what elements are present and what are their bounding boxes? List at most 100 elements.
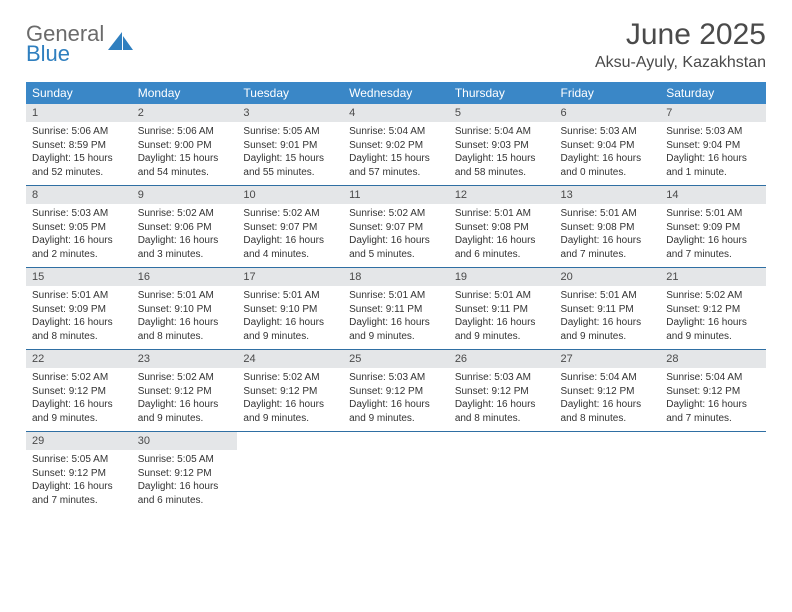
day-body: Sunrise: 5:02 AMSunset: 9:07 PMDaylight:… xyxy=(343,204,449,267)
day-cell xyxy=(237,432,343,514)
sunrise-text: Sunrise: 5:02 AM xyxy=(666,289,760,303)
day-number: 11 xyxy=(343,186,449,204)
daylight-text: Daylight: 16 hours and 9 minutes. xyxy=(349,398,443,425)
col-thursday: Thursday xyxy=(449,82,555,104)
day-cell: 6Sunrise: 5:03 AMSunset: 9:04 PMDaylight… xyxy=(555,104,661,186)
day-cell: 22Sunrise: 5:02 AMSunset: 9:12 PMDayligh… xyxy=(26,350,132,432)
day-cell: 13Sunrise: 5:01 AMSunset: 9:08 PMDayligh… xyxy=(555,186,661,268)
day-number: 21 xyxy=(660,268,766,286)
day-cell: 1Sunrise: 5:06 AMSunset: 8:59 PMDaylight… xyxy=(26,104,132,186)
day-cell: 17Sunrise: 5:01 AMSunset: 9:10 PMDayligh… xyxy=(237,268,343,350)
daylight-text: Daylight: 16 hours and 2 minutes. xyxy=(32,234,126,261)
sunset-text: Sunset: 9:10 PM xyxy=(138,303,232,317)
sunset-text: Sunset: 9:07 PM xyxy=(349,221,443,235)
day-cell xyxy=(449,432,555,514)
sunrise-text: Sunrise: 5:02 AM xyxy=(32,371,126,385)
sunset-text: Sunset: 9:12 PM xyxy=(561,385,655,399)
daylight-text: Daylight: 16 hours and 3 minutes. xyxy=(138,234,232,261)
day-number: 7 xyxy=(660,104,766,122)
sunset-text: Sunset: 9:11 PM xyxy=(455,303,549,317)
sunrise-text: Sunrise: 5:03 AM xyxy=(561,125,655,139)
sunrise-text: Sunrise: 5:01 AM xyxy=(243,289,337,303)
day-cell: 28Sunrise: 5:04 AMSunset: 9:12 PMDayligh… xyxy=(660,350,766,432)
daylight-text: Daylight: 16 hours and 6 minutes. xyxy=(455,234,549,261)
day-number: 30 xyxy=(132,432,238,450)
sunrise-text: Sunrise: 5:06 AM xyxy=(138,125,232,139)
col-tuesday: Tuesday xyxy=(237,82,343,104)
daylight-text: Daylight: 16 hours and 6 minutes. xyxy=(138,480,232,507)
daylight-text: Daylight: 16 hours and 5 minutes. xyxy=(349,234,443,261)
day-body: Sunrise: 5:05 AMSunset: 9:12 PMDaylight:… xyxy=(26,450,132,513)
daylight-text: Daylight: 16 hours and 4 minutes. xyxy=(243,234,337,261)
day-cell: 20Sunrise: 5:01 AMSunset: 9:11 PMDayligh… xyxy=(555,268,661,350)
sunrise-text: Sunrise: 5:01 AM xyxy=(666,207,760,221)
location: Aksu-Ayuly, Kazakhstan xyxy=(595,54,766,72)
sunset-text: Sunset: 9:12 PM xyxy=(666,385,760,399)
day-body: Sunrise: 5:04 AMSunset: 9:02 PMDaylight:… xyxy=(343,122,449,185)
daylight-text: Daylight: 16 hours and 9 minutes. xyxy=(349,316,443,343)
day-body: Sunrise: 5:01 AMSunset: 9:11 PMDaylight:… xyxy=(343,286,449,349)
day-number: 17 xyxy=(237,268,343,286)
day-cell: 4Sunrise: 5:04 AMSunset: 9:02 PMDaylight… xyxy=(343,104,449,186)
sunset-text: Sunset: 9:12 PM xyxy=(32,467,126,481)
day-cell: 27Sunrise: 5:04 AMSunset: 9:12 PMDayligh… xyxy=(555,350,661,432)
day-cell: 2Sunrise: 5:06 AMSunset: 9:00 PMDaylight… xyxy=(132,104,238,186)
sunrise-text: Sunrise: 5:03 AM xyxy=(666,125,760,139)
week-row: 15Sunrise: 5:01 AMSunset: 9:09 PMDayligh… xyxy=(26,268,766,350)
logo: General Blue xyxy=(26,18,134,64)
daylight-text: Daylight: 16 hours and 9 minutes. xyxy=(138,398,232,425)
week-row: 22Sunrise: 5:02 AMSunset: 9:12 PMDayligh… xyxy=(26,350,766,432)
daylight-text: Daylight: 16 hours and 9 minutes. xyxy=(561,316,655,343)
day-number: 23 xyxy=(132,350,238,368)
sunset-text: Sunset: 9:10 PM xyxy=(243,303,337,317)
day-number: 12 xyxy=(449,186,555,204)
day-cell: 23Sunrise: 5:02 AMSunset: 9:12 PMDayligh… xyxy=(132,350,238,432)
day-body: Sunrise: 5:02 AMSunset: 9:12 PMDaylight:… xyxy=(660,286,766,349)
day-cell: 29Sunrise: 5:05 AMSunset: 9:12 PMDayligh… xyxy=(26,432,132,514)
day-cell: 8Sunrise: 5:03 AMSunset: 9:05 PMDaylight… xyxy=(26,186,132,268)
day-body: Sunrise: 5:03 AMSunset: 9:12 PMDaylight:… xyxy=(449,368,555,431)
sunset-text: Sunset: 9:09 PM xyxy=(32,303,126,317)
day-body: Sunrise: 5:01 AMSunset: 9:09 PMDaylight:… xyxy=(660,204,766,267)
col-sunday: Sunday xyxy=(26,82,132,104)
sunrise-text: Sunrise: 5:02 AM xyxy=(349,207,443,221)
day-cell: 16Sunrise: 5:01 AMSunset: 9:10 PMDayligh… xyxy=(132,268,238,350)
sunrise-text: Sunrise: 5:04 AM xyxy=(349,125,443,139)
daylight-text: Daylight: 16 hours and 9 minutes. xyxy=(243,398,337,425)
day-number: 2 xyxy=(132,104,238,122)
day-number: 29 xyxy=(26,432,132,450)
day-number: 22 xyxy=(26,350,132,368)
day-body: Sunrise: 5:03 AMSunset: 9:05 PMDaylight:… xyxy=(26,204,132,267)
week-row: 8Sunrise: 5:03 AMSunset: 9:05 PMDaylight… xyxy=(26,186,766,268)
sunrise-text: Sunrise: 5:02 AM xyxy=(138,207,232,221)
sunrise-text: Sunrise: 5:04 AM xyxy=(666,371,760,385)
week-row: 1Sunrise: 5:06 AMSunset: 8:59 PMDaylight… xyxy=(26,104,766,186)
day-number: 8 xyxy=(26,186,132,204)
sunrise-text: Sunrise: 5:01 AM xyxy=(561,289,655,303)
day-body: Sunrise: 5:03 AMSunset: 9:12 PMDaylight:… xyxy=(343,368,449,431)
day-number: 19 xyxy=(449,268,555,286)
logo-line2: Blue xyxy=(26,41,70,66)
daylight-text: Daylight: 16 hours and 8 minutes. xyxy=(138,316,232,343)
day-cell: 3Sunrise: 5:05 AMSunset: 9:01 PMDaylight… xyxy=(237,104,343,186)
daylight-text: Daylight: 15 hours and 54 minutes. xyxy=(138,152,232,179)
day-body: Sunrise: 5:01 AMSunset: 9:08 PMDaylight:… xyxy=(449,204,555,267)
day-number: 20 xyxy=(555,268,661,286)
sunset-text: Sunset: 9:12 PM xyxy=(138,467,232,481)
day-header-row: Sunday Monday Tuesday Wednesday Thursday… xyxy=(26,82,766,104)
sunset-text: Sunset: 9:12 PM xyxy=(455,385,549,399)
day-body: Sunrise: 5:02 AMSunset: 9:12 PMDaylight:… xyxy=(26,368,132,431)
day-cell: 19Sunrise: 5:01 AMSunset: 9:11 PMDayligh… xyxy=(449,268,555,350)
col-monday: Monday xyxy=(132,82,238,104)
daylight-text: Daylight: 16 hours and 8 minutes. xyxy=(561,398,655,425)
daylight-text: Daylight: 15 hours and 52 minutes. xyxy=(32,152,126,179)
day-body: Sunrise: 5:05 AMSunset: 9:01 PMDaylight:… xyxy=(237,122,343,185)
day-cell xyxy=(555,432,661,514)
sunrise-text: Sunrise: 5:02 AM xyxy=(243,207,337,221)
day-body: Sunrise: 5:06 AMSunset: 8:59 PMDaylight:… xyxy=(26,122,132,185)
sunset-text: Sunset: 9:12 PM xyxy=(349,385,443,399)
title-block: June 2025 Aksu-Ayuly, Kazakhstan xyxy=(595,18,766,72)
sunrise-text: Sunrise: 5:02 AM xyxy=(243,371,337,385)
day-cell: 9Sunrise: 5:02 AMSunset: 9:06 PMDaylight… xyxy=(132,186,238,268)
day-body: Sunrise: 5:03 AMSunset: 9:04 PMDaylight:… xyxy=(660,122,766,185)
